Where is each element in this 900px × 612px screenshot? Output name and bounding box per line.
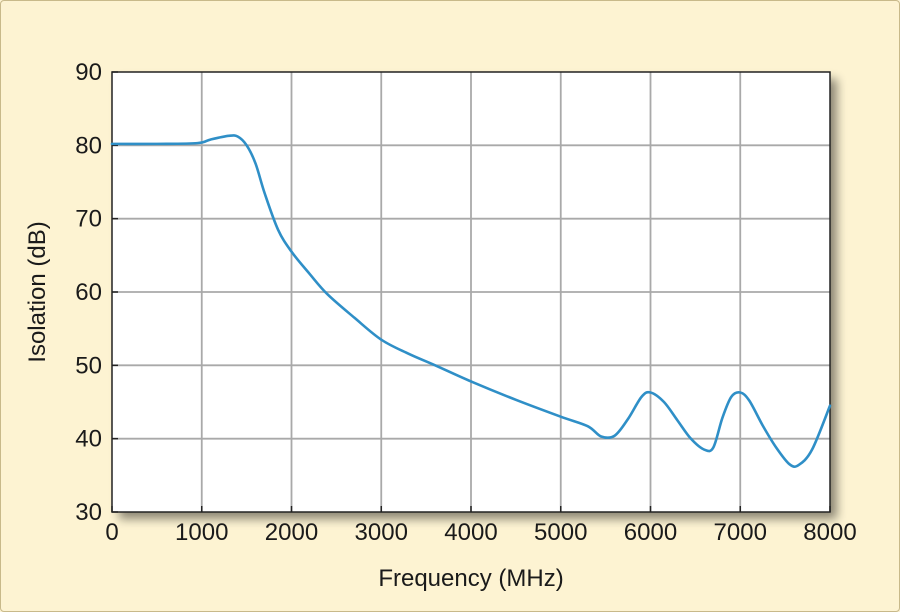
x-tick-label: 3000 — [355, 519, 408, 546]
y-tick-label: 30 — [75, 499, 102, 526]
x-tick-label: 1000 — [175, 519, 228, 546]
y-tick-label: 80 — [75, 132, 102, 159]
plot-border — [111, 71, 831, 513]
y-tick-labels: 30 40 50 60 70 80 90 — [75, 59, 102, 526]
x-tick-label: 2000 — [265, 519, 318, 546]
x-tick-label: 8000 — [803, 519, 856, 546]
x-tick-label: 6000 — [624, 519, 677, 546]
series-lines — [110, 134, 832, 469]
y-tick-label: 70 — [75, 206, 102, 233]
x-tick-label: 0 — [105, 519, 118, 546]
y-tick-label: 50 — [75, 352, 102, 379]
y-tick-label: 60 — [75, 279, 102, 306]
x-axis-label: Frequency (MHz) — [378, 565, 563, 592]
x-tick-label: 7000 — [714, 519, 767, 546]
y-axis-label: Isolation (dB) — [24, 221, 51, 362]
x-tick-label: 4000 — [444, 519, 497, 546]
y-tick-label: 40 — [75, 426, 102, 453]
y-tick-label: 90 — [75, 59, 102, 86]
x-tick-labels: 0 1000 2000 3000 4000 5000 6000 7000 8000 — [105, 519, 856, 546]
isolation-series-line — [110, 134, 832, 469]
x-tick-label: 5000 — [534, 519, 587, 546]
